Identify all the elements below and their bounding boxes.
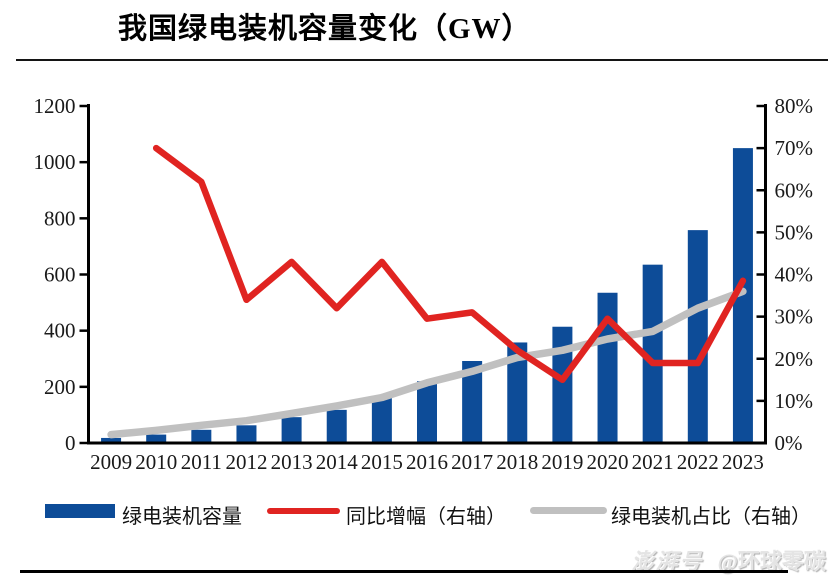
- legend-swatch-share: [530, 507, 607, 514]
- bar-2023: [732, 148, 753, 443]
- watermark: 澎湃号 @环球零碳: [632, 544, 826, 576]
- axis-tick-label: 30%: [775, 305, 814, 329]
- bar-2019: [552, 326, 573, 443]
- bar-2009: [101, 437, 122, 443]
- axis-tick-label: 800: [44, 206, 76, 230]
- axis-tick-label: 2014: [316, 450, 359, 474]
- watermark-brand: 澎湃号: [631, 549, 704, 574]
- axis-tick-label: 2022: [677, 450, 719, 474]
- bar-2022: [687, 230, 708, 443]
- axis-tick-label: 2010: [135, 450, 177, 474]
- axis-tick-label: 1000: [34, 150, 76, 174]
- legend-label-capacity: 绿电装机容量: [122, 506, 242, 528]
- bar-2020: [597, 292, 618, 443]
- axis-tick-label: 2018: [496, 450, 538, 474]
- bar-2018: [507, 342, 528, 443]
- axis-tick-label: 2021: [632, 450, 674, 474]
- line-share: [107, 287, 747, 439]
- axis-tick-label: 1200: [34, 94, 76, 118]
- axis-tick-label: 2013: [271, 450, 313, 474]
- bar-2015: [371, 397, 392, 443]
- legend-swatch-capacity: [45, 504, 115, 518]
- axis-tick-label: 2009: [90, 450, 132, 474]
- axis-tick-label: 2020: [587, 450, 629, 474]
- axis-tick-label: 2023: [722, 450, 764, 474]
- axis-tick-label: 2011: [181, 450, 222, 474]
- bar-2017: [462, 360, 483, 443]
- axis-tick-label: 2012: [225, 450, 267, 474]
- bar-2021: [642, 264, 663, 443]
- axis-tick-label: 0%: [775, 431, 803, 455]
- chart-canvas: 0 200 400 600 800 1000 1200 0% 10% 20% 30% 40% 50% 60…: [34, 94, 814, 474]
- legend-label-growth: 同比增幅（右轴）: [346, 506, 506, 528]
- bar-2012: [236, 425, 257, 443]
- axis-tick-label: 70%: [775, 136, 814, 160]
- axis-tick-label: 600: [44, 263, 76, 287]
- watermark-handle: @环球零碳: [717, 549, 826, 574]
- axis-tick-label: 0: [65, 431, 76, 455]
- axis-tick-label: 2017: [451, 450, 493, 474]
- axis-tick-label: 2015: [361, 450, 403, 474]
- axis-tick-label: 2016: [406, 450, 448, 474]
- axis-tick-label: 40%: [775, 263, 814, 287]
- bar-2010: [146, 434, 167, 443]
- axis-tick-label: 400: [44, 319, 76, 343]
- title-divider-line: [16, 59, 828, 61]
- bar-2016: [417, 381, 437, 443]
- legend-swatch-growth: [267, 508, 340, 514]
- axis-tick-label: 80%: [775, 94, 814, 118]
- chart-title: 我国绿电装机容量变化（GW）: [118, 13, 532, 45]
- bar-2014: [326, 409, 347, 443]
- axis-tick-label: 50%: [775, 220, 814, 244]
- axis-tick-label: 10%: [775, 389, 814, 413]
- line-growth: [152, 144, 747, 384]
- axis-tick-label: 60%: [775, 178, 814, 202]
- axis-tick-label: 2019: [541, 450, 583, 474]
- bar-2011: [191, 429, 212, 443]
- bar-2013: [281, 417, 302, 443]
- footer-divider-line: [20, 570, 788, 573]
- legend-label-share: 绿电装机占比（右轴）: [611, 506, 811, 528]
- axis-tick-label: 20%: [775, 347, 814, 371]
- axis-tick-label: 200: [44, 375, 76, 399]
